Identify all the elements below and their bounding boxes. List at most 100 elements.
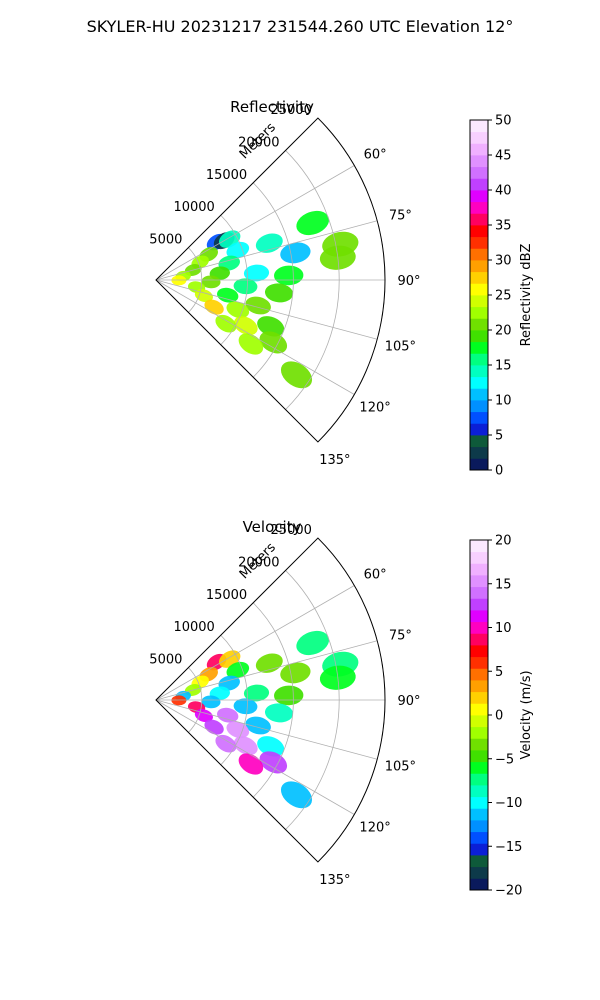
colorbar-segment	[470, 563, 488, 576]
radar-echo-19	[217, 287, 239, 303]
colorbar-segment	[470, 843, 488, 856]
radar-echo-20	[194, 709, 213, 723]
azimuth-tick-label: 75°	[389, 629, 412, 644]
colorbar-tick-label: 10	[495, 621, 512, 636]
colorbar-segment	[470, 411, 488, 424]
azimuth-tick-label: 120°	[359, 821, 390, 836]
colorbar-segment	[470, 295, 488, 308]
colorbar-tick-label: 45	[495, 149, 512, 164]
reflectivity-panel: Reflectivity 500010000150002000025000Met…	[149, 98, 534, 479]
radar-echo-12	[274, 685, 304, 706]
colorbar-tick-label: 5	[495, 665, 503, 680]
radar-echo-21	[194, 289, 213, 303]
colorbar-segment	[470, 120, 488, 133]
colorbar-segment	[470, 143, 488, 156]
radar-echo-13	[274, 265, 304, 286]
colorbar-segment	[470, 376, 488, 389]
azimuth-spoke-1	[155, 640, 378, 701]
colorbar-segment	[470, 610, 488, 623]
radar-echo-17	[264, 283, 294, 303]
colorbar-segment	[470, 213, 488, 226]
colorbar-segment	[470, 283, 488, 296]
azimuth-tick-label: 120°	[359, 401, 390, 416]
polar-grid	[155, 537, 386, 863]
azimuth-spoke-1	[155, 220, 378, 281]
colorbar-segment	[470, 796, 488, 809]
radar-echo-15	[233, 698, 258, 715]
azimuth-spoke-4	[155, 279, 355, 395]
colorbar-segment	[470, 190, 488, 203]
colorbar-segment	[470, 586, 488, 599]
colorbar-segment	[470, 808, 488, 821]
range-tick-label: 15000	[206, 588, 247, 603]
colorbar-tick-label: 5	[495, 429, 503, 444]
colorbar-segment	[470, 820, 488, 833]
radar-echo-26	[259, 331, 288, 354]
colorbar-segment	[470, 365, 488, 378]
colorbar-tick-label: 0	[495, 709, 503, 724]
colorbar-tick-label: 35	[495, 219, 512, 234]
colorbar-tick-label: −15	[495, 840, 522, 855]
radar-echo-30	[296, 630, 330, 656]
colorbar-segment	[470, 621, 488, 634]
colorbar-segment	[470, 271, 488, 284]
colorbar-segment	[470, 388, 488, 401]
radar-echo-25	[259, 751, 288, 774]
colorbar-segment	[470, 458, 488, 471]
radar-echo-26	[215, 734, 237, 753]
colorbar-tick-label: 0	[495, 464, 503, 479]
azimuth-tick-label: 60°	[364, 568, 387, 583]
colorbar-segment	[470, 446, 488, 459]
colorbar-segment	[470, 435, 488, 448]
radar-echo-18	[217, 707, 239, 723]
radar-echo-12	[243, 264, 270, 282]
radar-echo-31	[296, 210, 330, 236]
radar-echo-24	[233, 736, 258, 756]
azimuth-spoke-3	[155, 699, 378, 760]
colorbar-label: Reflectivity dBZ	[519, 244, 534, 347]
colorbar-segment	[470, 400, 488, 413]
velocity-colorbar: −20 −15 −10 −5 0 5 10 15 20 Velocity (m/s)	[469, 534, 534, 899]
colorbar-tick-label: 15	[495, 359, 512, 374]
colorbar-tick-label: 10	[495, 394, 512, 409]
colorbar-segment	[470, 878, 488, 891]
colorbar-segment	[470, 633, 488, 646]
range-tick-label: 5000	[149, 233, 182, 248]
range-tick-label: 20000	[238, 556, 279, 571]
colorbar-segment	[470, 831, 488, 844]
colorbar-tick-label: 15	[495, 577, 512, 592]
radar-echo-22	[226, 301, 250, 319]
range-tick-label: 15000	[206, 168, 247, 183]
radar-echo-11	[243, 684, 270, 702]
velocity-echo-layer	[171, 630, 359, 809]
azimuth-tick-label: 135°	[319, 873, 350, 888]
range-tick-label: 25000	[271, 523, 312, 538]
range-tick-label: 20000	[238, 136, 279, 151]
radar-echo-8	[280, 662, 311, 684]
colorbar-tick-label: −20	[495, 884, 522, 899]
colorbar-segment	[470, 715, 488, 728]
colorbar-segment	[470, 155, 488, 168]
colorbar-segment	[470, 341, 488, 354]
colorbar-segment	[470, 225, 488, 238]
colorbar-segment	[470, 306, 488, 319]
colorbar-segment	[470, 691, 488, 704]
radar-echo-20	[245, 296, 271, 315]
radar-echo-14	[201, 695, 221, 709]
colorbar-tick-label: 20	[495, 324, 512, 339]
colorbar-segment	[470, 645, 488, 658]
radar-echo-16	[264, 703, 294, 723]
range-tick-label: 5000	[149, 653, 182, 668]
radar-echo-23	[257, 316, 285, 337]
colorbar-segment	[470, 423, 488, 436]
radar-echo-27	[215, 314, 237, 333]
colorbar-segment	[470, 703, 488, 716]
azimuth-spoke-0	[155, 585, 355, 701]
colorbar-tick-label: 20	[495, 534, 512, 549]
colorbar-segment	[470, 761, 488, 774]
radar-echo-15	[201, 275, 221, 289]
azimuth-spoke-4	[155, 699, 355, 815]
colorbar-segment	[470, 260, 488, 273]
